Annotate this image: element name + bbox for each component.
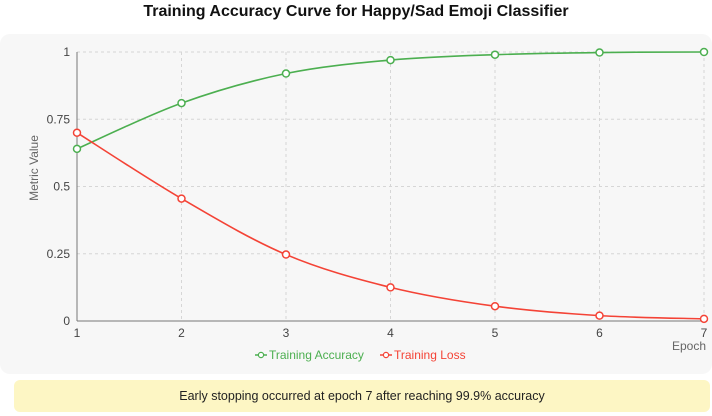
x-tick-label: 1 bbox=[74, 326, 81, 340]
legend-label: Training Loss bbox=[394, 348, 466, 362]
data-point bbox=[281, 69, 291, 78]
legend-swatch-marker bbox=[257, 351, 265, 359]
data-point bbox=[281, 250, 291, 259]
data-point bbox=[490, 301, 500, 311]
y-axis-label: Metric Value bbox=[27, 135, 41, 201]
data-point bbox=[72, 128, 82, 137]
data-point bbox=[177, 98, 186, 108]
y-tick-label: 0 bbox=[63, 314, 70, 328]
data-point bbox=[699, 314, 709, 324]
data-point bbox=[386, 55, 395, 65]
data-point bbox=[177, 194, 186, 203]
data-point bbox=[595, 311, 604, 320]
y-tick-label: 0.25 bbox=[47, 247, 71, 261]
data-point bbox=[386, 283, 395, 292]
chart-title: Training Accuracy Curve for Happy/Sad Em… bbox=[143, 3, 569, 20]
grid-lines bbox=[77, 51, 705, 321]
x-tick-label: 3 bbox=[283, 326, 290, 340]
axes bbox=[76, 52, 704, 322]
x-tick-label: 7 bbox=[701, 326, 708, 340]
x-tick-label: 6 bbox=[596, 326, 603, 340]
y-tick-label: 0.75 bbox=[47, 112, 71, 126]
data-point bbox=[595, 48, 604, 57]
x-tick-label: 4 bbox=[387, 326, 394, 340]
x-axis-label: Epoch bbox=[672, 339, 706, 353]
legend: Training Accuracy Training Loss bbox=[255, 348, 466, 362]
x-tick-label: 2 bbox=[178, 326, 185, 340]
chart-panel bbox=[0, 34, 712, 374]
legend-swatch-marker bbox=[382, 351, 390, 359]
tick-labels: 1 2 3 4 5 6 7 0 0.25 0.5 0.75 1 bbox=[47, 45, 708, 340]
early-stopping-note: Early stopping occurred at epoch 7 after… bbox=[14, 380, 710, 412]
data-point bbox=[72, 144, 82, 154]
y-tick-label: 0.5 bbox=[53, 180, 70, 194]
data-point bbox=[699, 47, 709, 57]
series-points bbox=[72, 47, 709, 324]
x-tick-label: 5 bbox=[492, 326, 499, 340]
legend-label: Training Accuracy bbox=[269, 348, 364, 362]
data-point bbox=[490, 50, 500, 59]
y-tick-label: 1 bbox=[63, 45, 70, 59]
